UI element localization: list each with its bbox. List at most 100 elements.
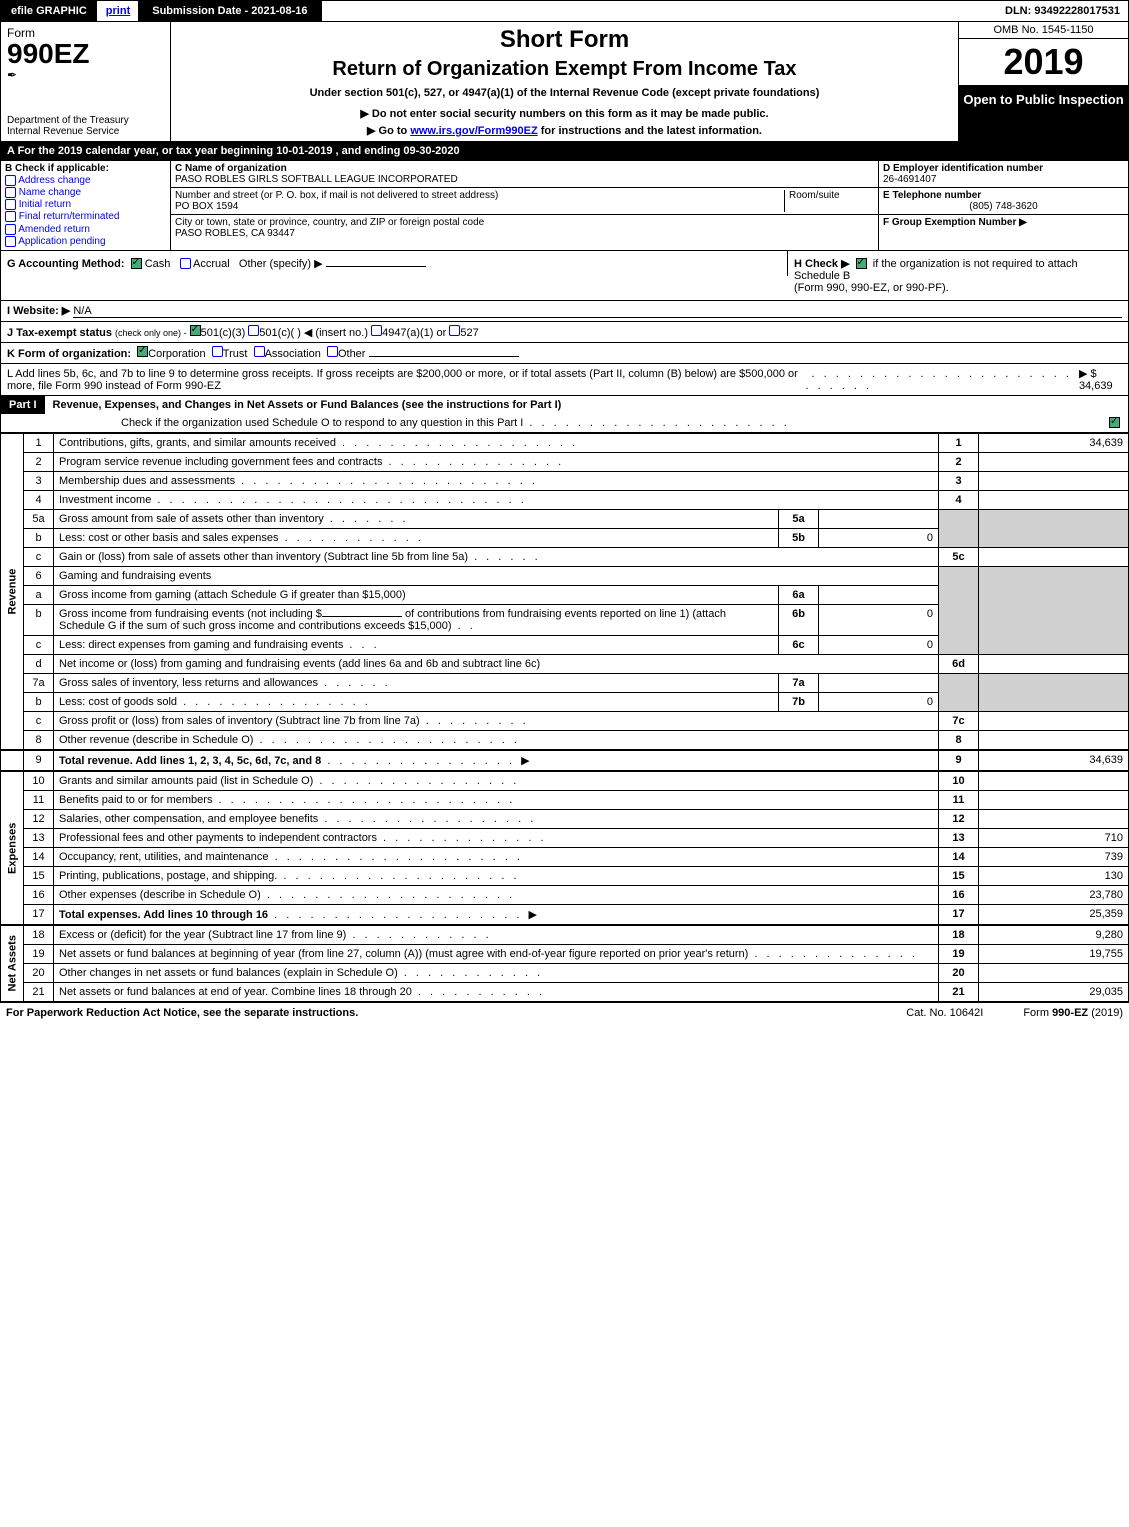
omb-number: OMB No. 1545-1150 [959,22,1128,39]
part-1-label: Part I [1,396,45,414]
line-20-value [979,963,1129,982]
line-6d-value [979,654,1129,673]
net-assets-section-label: Net Assets [1,925,24,1002]
phone-label: E Telephone number [883,190,981,201]
section-l-text: L Add lines 5b, 6c, and 7b to line 9 to … [7,368,805,392]
line-12-value [979,809,1129,828]
print-link[interactable]: print [98,1,138,21]
header-right: OMB No. 1545-1150 2019 Open to Public In… [958,22,1128,141]
line-3-value [979,471,1129,490]
line-8-value [979,730,1129,750]
form-of-org-label: K Form of organization: [7,348,131,360]
check-amended-return[interactable]: Amended return [5,224,166,235]
check-name-change[interactable]: Name change [5,187,166,198]
gross-receipts-value: ▶ $ 34,639 [1079,367,1122,392]
do-not-enter-text: ▶ Do not enter social security numbers o… [179,107,950,120]
row-j: J Tax-exempt status (check only one) - 5… [0,322,1129,343]
line-21-value: 29,035 [979,982,1129,1001]
period-row: A For the 2019 calendar year, or tax yea… [0,142,1129,161]
section-def: D Employer identification number 26-4691… [878,161,1128,250]
open-to-public: Open to Public Inspection [959,86,1128,141]
accounting-method-label: G Accounting Method: [7,258,125,270]
header-left: Form 990EZ ✒ Department of the Treasury … [1,22,171,141]
treasury-label: Department of the Treasury Internal Reve… [7,115,164,137]
entity-block: B Check if applicable: Address change Na… [0,161,1129,251]
go-to-text: ▶ Go to www.irs.gov/Form990EZ for instru… [179,124,950,137]
other-org-input[interactable] [369,356,519,357]
website-label: I Website: ▶ [7,304,70,317]
check-application-pending[interactable]: Application pending [5,236,166,247]
check-501c3[interactable] [190,325,201,336]
check-527[interactable] [449,325,460,336]
form-number: 990EZ [7,40,164,68]
efile-graphic-button[interactable]: efile GRAPHIC [1,1,98,21]
org-address: PO BOX 1594 [175,201,784,212]
row-l: L Add lines 5b, 6c, and 7b to line 9 to … [0,364,1129,396]
submission-date-label: Submission Date - 2021-08-16 [138,1,321,21]
line-6a-value [819,585,939,604]
line-11-value [979,790,1129,809]
line-7a-value [819,673,939,692]
line-4-value [979,490,1129,509]
section-b: B Check if applicable: Address change Na… [1,161,171,250]
check-association[interactable] [254,346,265,357]
line-7c-value [979,711,1129,730]
revenue-section-label: Revenue [1,433,24,750]
row-k: K Form of organization: Corporation Trus… [0,343,1129,364]
tax-exempt-label: J Tax-exempt status [7,327,112,339]
check-schedule-o[interactable] [1109,417,1120,428]
line-7b-value: 0 [819,692,939,711]
check-corporation[interactable] [137,346,148,357]
section-h-label: H Check ▶ [794,258,850,270]
dln-label: DLN: 93492228017531 [997,1,1128,21]
line-9-value: 34,639 [979,750,1129,771]
part-1-check-text: Check if the organization used Schedule … [121,417,523,429]
check-501c[interactable] [248,325,259,336]
line-19-value: 19,755 [979,944,1129,963]
line-1-value: 34,639 [979,433,1129,452]
line-13-value: 710 [979,828,1129,847]
check-accrual[interactable] [180,258,191,269]
check-4947[interactable] [371,325,382,336]
ein-label: D Employer identification number [883,163,1043,174]
line-6b-contrib-input[interactable] [322,616,402,617]
cat-no: Cat. No. 10642I [906,1007,983,1019]
line-5a-value [819,509,939,528]
line-6c-value: 0 [819,635,939,654]
line-5c-value [979,547,1129,566]
line-18-value: 9,280 [979,925,1129,945]
tax-year: 2019 [959,39,1128,86]
org-city: PASO ROBLES, CA 93447 [175,228,874,239]
form-version: Form 990-EZ (2019) [1023,1007,1123,1019]
expenses-section-label: Expenses [1,771,24,925]
irs-link[interactable]: www.irs.gov/Form990EZ [410,125,537,137]
org-name: PASO ROBLES GIRLS SOFTBALL LEAGUE INCORP… [175,174,874,185]
part-1-table: Revenue 1 Contributions, gifts, grants, … [0,433,1129,1002]
ein-value: 26-4691407 [883,174,936,185]
line-10-value [979,771,1129,791]
check-cash[interactable] [131,258,142,269]
line-16-value: 23,780 [979,885,1129,904]
check-other-org[interactable] [327,346,338,357]
part-1-header: Part I Revenue, Expenses, and Changes in… [0,396,1129,433]
accounting-other-input[interactable] [326,266,426,267]
line-17-value: 25,359 [979,904,1129,925]
room-suite-label: Room/suite [784,190,874,212]
form-header: Form 990EZ ✒ Department of the Treasury … [0,22,1129,142]
topbar-left: efile GRAPHIC print Submission Date - 20… [1,1,322,21]
footer: For Paperwork Reduction Act Notice, see … [0,1002,1129,1023]
under-section-text: Under section 501(c), 527, or 4947(a)(1)… [179,87,950,99]
line-2-value [979,452,1129,471]
check-address-change[interactable]: Address change [5,175,166,186]
line-14-value: 739 [979,847,1129,866]
line-15-value: 130 [979,866,1129,885]
website-value: N/A [73,305,1122,318]
line-5b-value: 0 [819,528,939,547]
section-c: C Name of organization PASO ROBLES GIRLS… [171,161,878,250]
short-form-title: Short Form [179,26,950,54]
check-schedule-b[interactable] [856,258,867,269]
check-final-return[interactable]: Final return/terminated [5,211,166,222]
check-initial-return[interactable]: Initial return [5,199,166,210]
check-trust[interactable] [212,346,223,357]
paperwork-notice: For Paperwork Reduction Act Notice, see … [6,1007,358,1019]
